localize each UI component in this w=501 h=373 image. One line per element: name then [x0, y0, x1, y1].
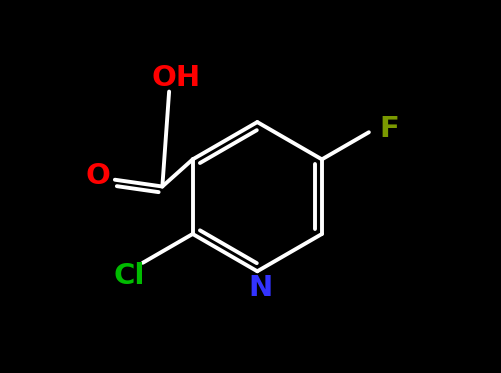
- Text: Cl: Cl: [113, 262, 145, 290]
- Text: F: F: [379, 115, 399, 143]
- Text: N: N: [248, 274, 273, 302]
- Text: OH: OH: [151, 64, 200, 92]
- Text: O: O: [86, 162, 110, 190]
